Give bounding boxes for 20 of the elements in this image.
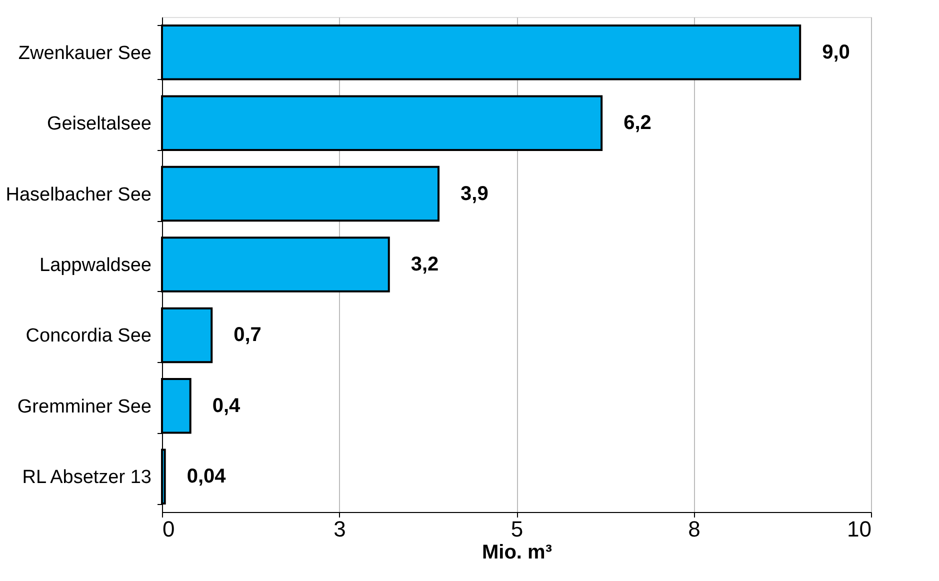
x-tick-label: 3 [334,516,346,542]
y-tick-label: Lappwaldsee [40,255,152,276]
x-tick-label: 10 [847,516,872,542]
data-label: 9,0 [822,41,850,64]
y-tick-label: Geiseltalsee [46,114,152,135]
data-label: 3,2 [410,254,439,276]
x-tick-label: 5 [510,516,524,542]
x-tick-label: 8 [688,516,700,542]
x-tick-label: 0 [162,516,175,542]
data-label: 0,4 [212,394,242,417]
data-label: 0,04 [186,466,227,488]
data-label: 6,2 [624,112,652,134]
x-axis-title: Mio. m³ [482,542,552,564]
y-tick-label: Gremminer See [17,396,152,418]
y-tick-label: Zwenkauer See [18,42,152,64]
data-label: 3,9 [460,182,488,205]
y-tick-label: Haselbacher See [6,184,152,206]
y-tick-label: RL Absetzer 13 [22,467,152,488]
data-label: 0,7 [234,324,262,346]
y-tick-label: Concordia See [26,326,152,347]
